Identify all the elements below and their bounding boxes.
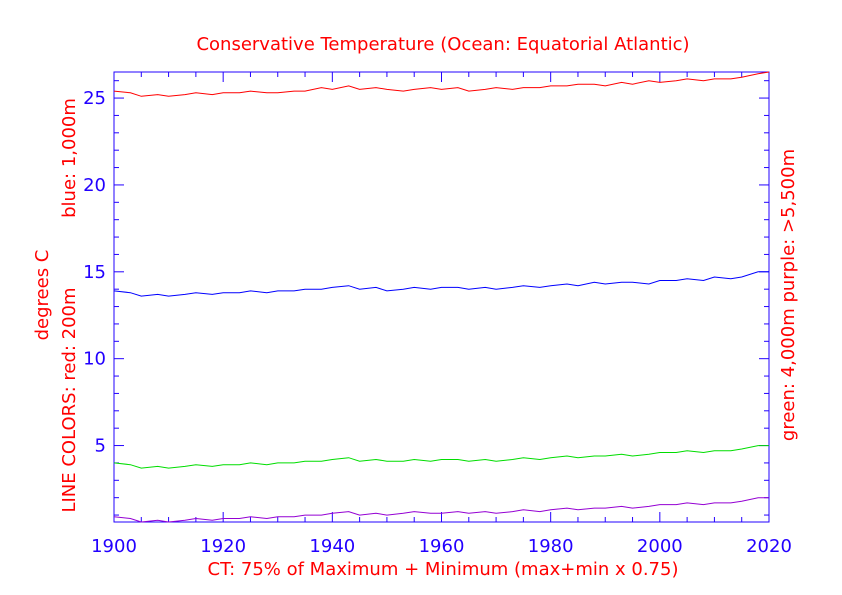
series-line-red <box>113 71 770 97</box>
series-line-green <box>113 445 769 469</box>
y-axis-label-left-line2: degrees C <box>32 250 53 341</box>
y-tick-label-15: 15 <box>83 262 106 283</box>
x-tick-label-2000: 2000 <box>637 536 683 557</box>
chart-title: Conservative Temperature (Ocean: Equator… <box>196 34 689 55</box>
y-tick-label-25: 25 <box>83 88 106 109</box>
y-tick-label-20: 20 <box>83 175 106 196</box>
x-tick-label-1900: 1900 <box>91 536 137 557</box>
x-tick-label-2020: 2020 <box>746 536 792 557</box>
y-axis-label-left-line1: LINE COLORS: red: 200m <box>59 287 80 512</box>
y-axis-label-right: green: 4,000m purple: >5,500m <box>778 149 799 441</box>
axis-tick-labels: 1900 1920 1940 1960 1980 2000 2020 5 10 15 20 25 <box>83 88 792 557</box>
x-tick-label-1940: 1940 <box>309 536 355 557</box>
x-tick-label-1960: 1960 <box>419 536 465 557</box>
axis-ticks <box>113 72 770 522</box>
y-axis-label-left-line3: blue: 1,000m <box>59 98 80 218</box>
plot-frame <box>113 71 770 523</box>
x-tick-label-1920: 1920 <box>200 536 246 557</box>
x-tick-label-1980: 1980 <box>528 536 574 557</box>
series-line-purple <box>113 497 769 523</box>
y-tick-label-5: 5 <box>95 436 106 457</box>
series-line-blue <box>113 271 769 297</box>
y-tick-label-10: 10 <box>83 349 106 370</box>
series-lines <box>113 71 770 523</box>
x-axis-label: CT: 75% of Maximum + Minimum (max+min x … <box>208 559 679 580</box>
